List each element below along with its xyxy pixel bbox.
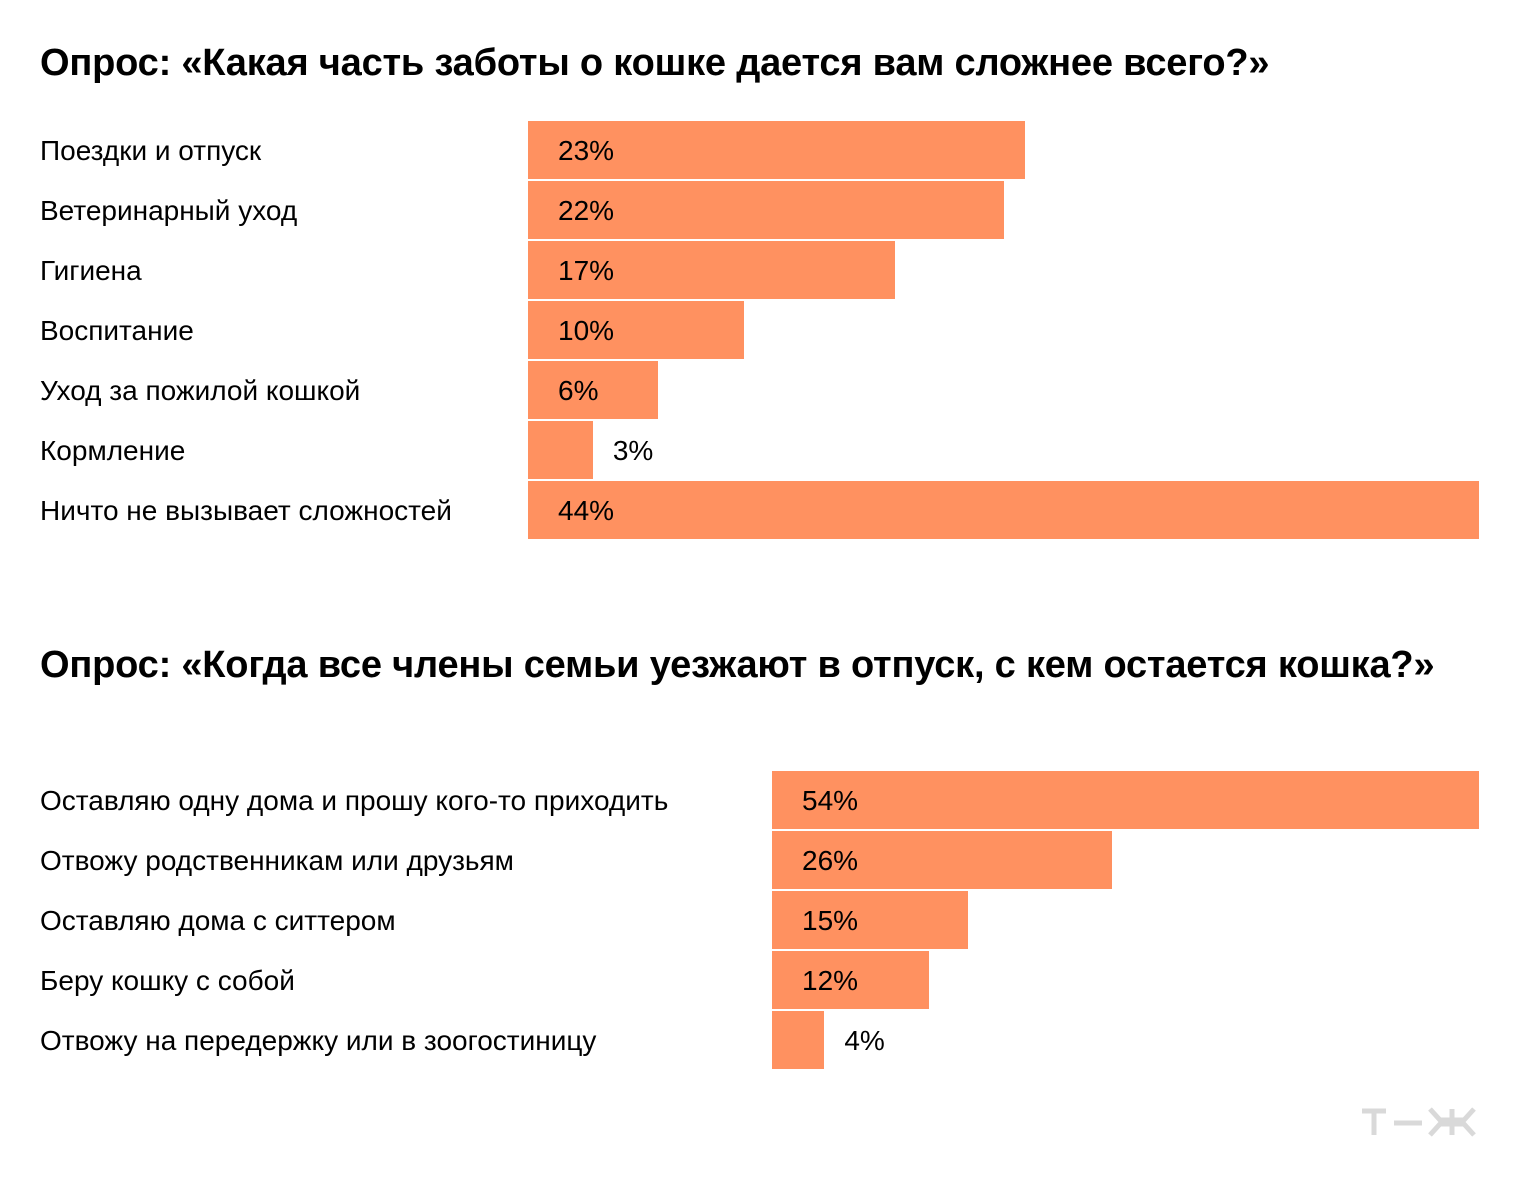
bar [528,301,745,359]
bar [772,891,969,949]
value-label: 17% [558,255,615,286]
tzh-logo-icon [1362,1107,1476,1137]
category-label: Кормление [40,435,186,466]
category-label: Беру кошку с собой [40,965,295,996]
value-label: 54% [802,785,859,816]
value-label: 26% [802,845,859,876]
bar [528,421,593,479]
bar [528,181,1004,239]
category-label: Отвожу на передержку или в зоогостиницу [40,1025,597,1056]
bar [772,771,1479,829]
value-label: 4% [844,1025,885,1056]
value-label: 15% [802,905,859,936]
bar [528,241,896,299]
value-label: 10% [558,315,615,346]
category-label: Ветеринарный уход [40,195,298,226]
category-label: Гигиена [40,255,142,286]
bar [772,1011,825,1069]
category-label: Ничто не вызывает сложностей [40,495,452,526]
category-label: Оставляю дома с ситтером [40,905,396,936]
value-label: 22% [558,195,615,226]
category-label: Оставляю одну дома и прошу кого-то прихо… [40,785,669,816]
value-label: 6% [558,375,599,406]
bar [772,831,1113,889]
value-label: 3% [612,435,654,466]
value-label: 44% [558,495,615,526]
bar [772,951,930,1009]
bar [528,121,1026,179]
category-label: Поездки и отпуск [40,135,262,166]
category-label: Воспитание [40,315,194,346]
chart-1-title: Опрос: «Какая часть заботы о кошке даетс… [40,42,1270,84]
category-label: Уход за пожилой кошкой [40,375,361,406]
chart-2-title: Опрос: «Когда все члены семьи уезжают в … [40,644,1435,686]
category-label: Отвожу родственникам или друзьям [40,845,514,876]
value-label: 12% [802,965,859,996]
bar [528,361,658,419]
value-label: 23% [558,135,615,166]
bar [528,481,1479,539]
